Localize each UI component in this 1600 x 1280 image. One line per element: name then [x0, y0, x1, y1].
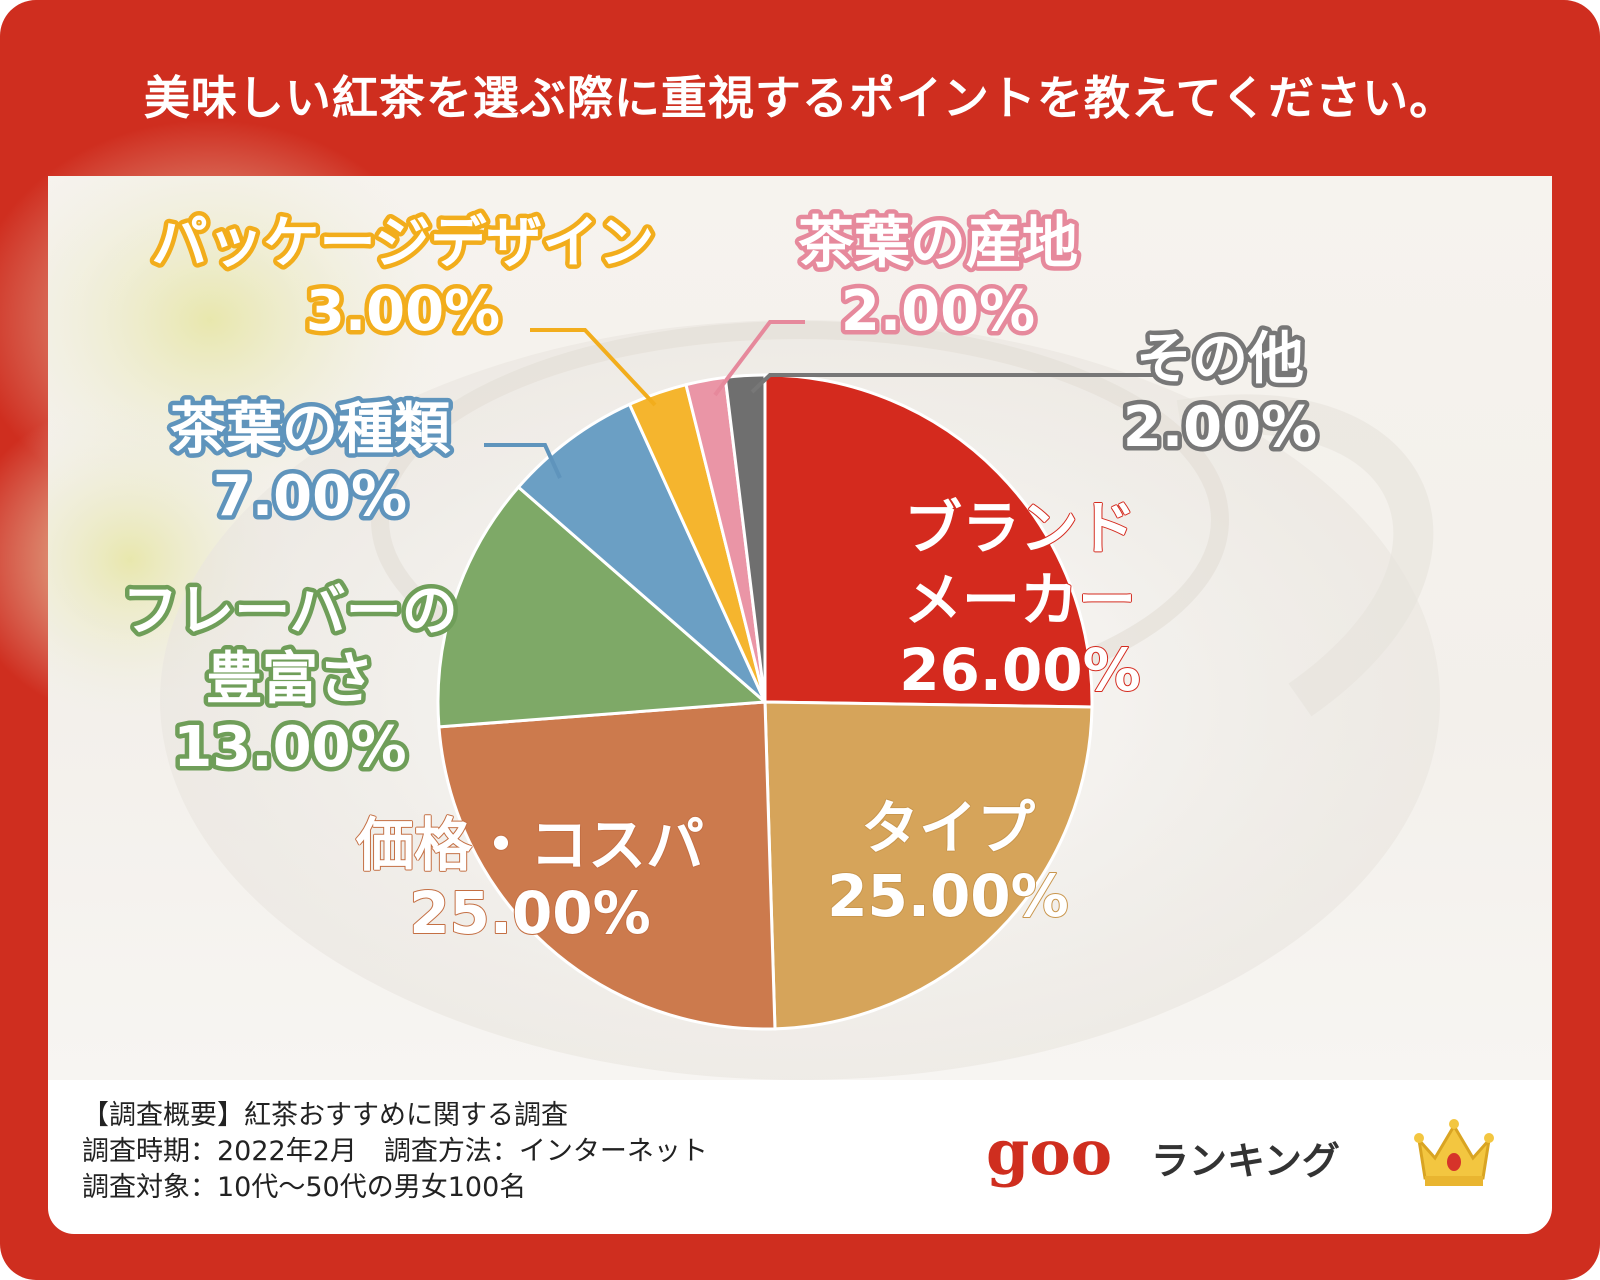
data-label-category: 価格・コスパ: [355, 811, 704, 879]
survey-summary: 【調査概要】紅茶おすすめに関する調査: [82, 1100, 568, 1131]
pie-slice: [437, 700, 777, 1031]
data-label-value: 26.00%: [899, 636, 1141, 704]
pie-slice: [436, 485, 769, 729]
pie-slice: [516, 402, 767, 704]
data-label-category: 茶葉の産地: [798, 211, 1078, 276]
leader-line: [713, 320, 805, 397]
data-label-category: メーカー: [904, 566, 1136, 634]
data-label-category: 豊富さ: [206, 647, 374, 712]
data-label-category: タイプ: [861, 794, 1035, 862]
data-label-category: パッケージデザイン: [152, 211, 655, 276]
crown-icon: [1414, 1119, 1494, 1186]
data-label-value: 2.00%: [1123, 395, 1317, 460]
leader-line: [530, 328, 657, 407]
goo-wordmark: goo: [986, 1116, 1113, 1189]
ranking-wordmark: ランキング: [1151, 1139, 1340, 1183]
pie-slice: [723, 373, 767, 703]
survey-target: 調査対象：10代～50代の男女100名: [82, 1172, 527, 1203]
data-label-category: その他: [1136, 327, 1304, 392]
data-label-category: ブランド: [904, 494, 1136, 562]
chart-title: 美味しい紅茶を選ぶ際に重視するポイントを教えてください。: [143, 71, 1457, 125]
data-label-value: 25.00%: [409, 879, 651, 947]
pie-slice: [763, 700, 1094, 1031]
survey-period-method: 調査時期：2022年2月 調査方法：インターネット: [82, 1136, 708, 1167]
data-label-category: 茶葉の種類: [170, 397, 451, 462]
data-label-value: 3.00%: [306, 279, 500, 344]
pie-slice: [763, 373, 1094, 709]
data-label-value: 7.00%: [213, 464, 407, 529]
data-label-value: 25.00%: [827, 862, 1069, 930]
goo-ranking-logo: goo ランキング: [986, 1116, 1526, 1208]
leader-line: [750, 373, 1165, 394]
data-label-category: フレーバーの: [122, 579, 457, 644]
leader-line: [484, 443, 562, 479]
data-label-value: 13.00%: [173, 715, 406, 780]
data-label-value: 2.00%: [841, 279, 1035, 344]
